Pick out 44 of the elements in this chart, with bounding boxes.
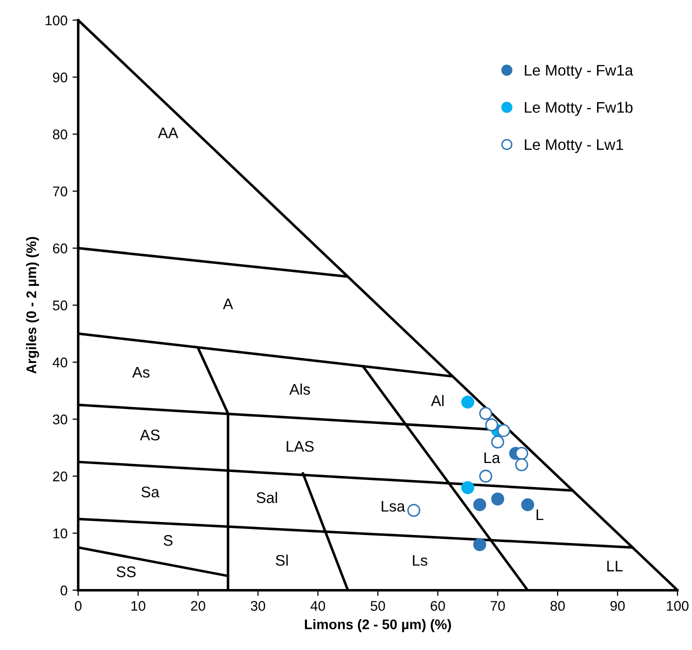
y-tick-label: 20 <box>53 472 68 482</box>
y-tick-label: 0 <box>60 586 68 596</box>
annotation: AA <box>158 128 178 138</box>
y-tick-label: 50 <box>52 300 68 310</box>
x-tick-label: 80 <box>550 600 565 611</box>
y-tick-label: 40 <box>52 358 68 368</box>
x-tick-label: 0 <box>74 600 82 611</box>
y-tick-label: 10 <box>53 528 68 538</box>
y-tick-label: 60 <box>53 244 68 254</box>
x-tick-label: 30 <box>250 600 266 611</box>
y-tick-label: 30 <box>52 414 68 424</box>
annotation: Sal <box>256 492 277 504</box>
x-tick-label: 90 <box>610 600 625 611</box>
annotation: A <box>222 298 234 310</box>
annotation: L <box>536 510 544 520</box>
x-tick-label: 100 <box>666 600 689 611</box>
x-tick-label: 60 <box>430 600 445 611</box>
annotation: Ls <box>412 555 428 566</box>
annotation: S <box>164 535 172 546</box>
x-tick-label: 50 <box>370 600 386 611</box>
x-tick-label: 70 <box>490 600 505 611</box>
annotation: Al <box>431 394 444 406</box>
annotation: LAS <box>286 440 314 452</box>
y-tick-label: 100 <box>46 15 68 26</box>
x-tick-label: 20 <box>191 600 206 611</box>
annotation: As <box>132 367 150 378</box>
annotation: Lsa <box>382 500 406 512</box>
y-tick-label: 70 <box>53 186 68 196</box>
legend-label: Le Motty - Fw1a <box>524 65 634 79</box>
annotation: LL <box>607 560 623 572</box>
annotation: SS <box>116 566 136 578</box>
annotation: Sa <box>141 486 160 498</box>
annotation: Als <box>289 384 310 395</box>
legend-label: Le Motty - Lw1 <box>524 139 624 154</box>
y-tick-label: 80 <box>52 129 68 140</box>
y-tick-label: 90 <box>52 72 68 82</box>
x-axis-title: Limons (2 - 50 µm) (%) <box>304 619 451 632</box>
x-tick-label: 10 <box>131 600 146 611</box>
x-tick-label: 40 <box>310 600 326 611</box>
annotation: La <box>484 452 500 464</box>
legend-label: Le Motty - Fw1b <box>524 102 633 116</box>
annotation: Sl <box>276 554 288 566</box>
y-axis-title: Argiles (0 - 2 µm) (%) <box>26 237 40 374</box>
annotation: AS <box>140 430 160 440</box>
